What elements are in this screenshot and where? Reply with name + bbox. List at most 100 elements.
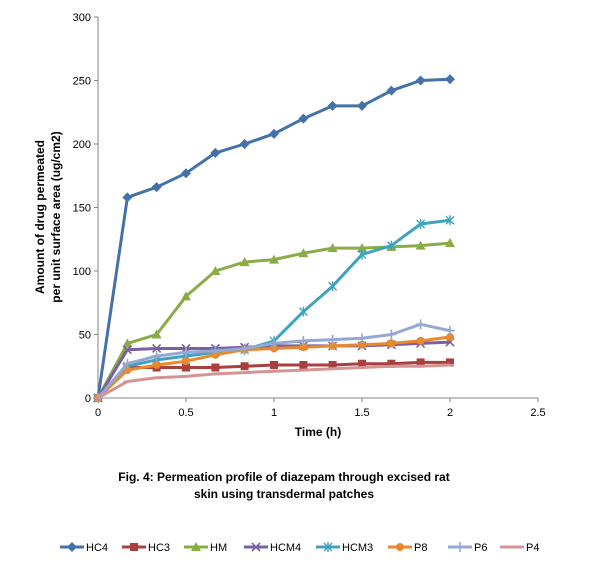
y-axis-title: Amount of drug permeated per unit surfac… <box>33 131 63 302</box>
data-point-hm <box>181 291 191 301</box>
data-point-p8 <box>358 340 366 349</box>
series-group <box>93 74 455 403</box>
legend-marker-hc4 <box>67 542 77 552</box>
figure-caption-line2: skin using transdermal patches <box>194 487 374 501</box>
data-point-p6 <box>445 325 455 336</box>
data-point-hc3 <box>387 359 396 368</box>
x-tick-label: 2.5 <box>530 407 545 419</box>
legend-marker-hcm4 <box>251 542 261 552</box>
legend-item-hcm4: HCM4 <box>244 542 301 554</box>
data-point-hm <box>445 238 455 248</box>
data-point-hm <box>269 254 279 264</box>
x-tick-label: 1 <box>271 407 277 419</box>
data-point-hm <box>327 243 338 253</box>
y-axis-title-line1: Amount of drug permeated <box>33 140 47 294</box>
legend-label: P4 <box>526 542 539 554</box>
data-point-p6 <box>269 338 279 349</box>
data-point-p8 <box>446 333 454 342</box>
legend-item-hcm3: HCM3 <box>316 542 373 554</box>
y-tick-label: 150 <box>73 203 91 215</box>
data-point-hm <box>357 243 367 253</box>
legend-label: P6 <box>474 542 487 554</box>
data-point-hcm4 <box>152 343 162 354</box>
legend-marker-hm <box>191 542 201 551</box>
x-tick-label: 0 <box>95 407 101 419</box>
series-p4 <box>94 363 454 400</box>
legend-item-p6: P6 <box>448 542 487 554</box>
data-point-hm <box>122 338 133 348</box>
data-point-hc4 <box>210 147 221 158</box>
data-point-hc4 <box>122 192 133 203</box>
data-point-hcm3 <box>298 306 308 317</box>
data-point-p8 <box>152 360 161 369</box>
legend-label: HCM4 <box>270 542 301 554</box>
legend-label: HC4 <box>86 542 108 554</box>
data-point-p8 <box>328 341 337 350</box>
data-point-hm <box>239 257 250 267</box>
legend-label: HCM3 <box>342 542 373 554</box>
data-point-p6 <box>239 343 250 354</box>
data-point-hcm3 <box>416 219 426 230</box>
data-point-hm <box>210 266 221 275</box>
x-ticks: 0 0.5 1 1.5 2 2.5 <box>95 398 546 419</box>
y-axis-title-line2: per unit surface area (ug/cm2) <box>49 131 63 302</box>
legend-label: P8 <box>414 542 427 554</box>
data-point-p6 <box>181 347 191 358</box>
series-line-p4 <box>97 363 451 400</box>
y-tick-label: 250 <box>73 76 91 88</box>
legend-item-hm: HM <box>184 542 227 554</box>
data-point-hcm4 <box>122 345 132 355</box>
data-point-hc3 <box>358 359 366 368</box>
legend-marker-hc3 <box>130 543 138 551</box>
data-point-hc4 <box>445 74 455 85</box>
data-point-hc4 <box>151 182 162 193</box>
legend-marker-p8 <box>396 543 404 551</box>
legend-label: HM <box>210 542 227 554</box>
data-point-hc4 <box>357 100 367 111</box>
series-hcm3 <box>93 215 455 403</box>
data-point-hcm3 <box>386 240 396 251</box>
series-line-hm <box>96 241 451 399</box>
data-point-hm <box>298 248 309 258</box>
y-tick-label: 300 <box>73 12 91 24</box>
data-point-p6 <box>210 346 221 357</box>
y-tick-label: 50 <box>79 330 91 342</box>
data-point-p8 <box>299 343 308 352</box>
y-ticks: 0 50 100 150 200 250 300 <box>73 12 98 405</box>
legend-item-hc3: HC3 <box>122 542 170 554</box>
legend-marker-p6 <box>455 542 465 552</box>
y-tick-label: 0 <box>85 393 91 405</box>
data-point-p6 <box>386 329 397 340</box>
data-point-hc3 <box>182 363 190 372</box>
data-point-hcm3 <box>445 215 455 226</box>
x-tick-label: 0.5 <box>178 407 193 419</box>
x-axis-title: Time (h) <box>295 425 341 439</box>
legend-label: HC3 <box>148 542 170 554</box>
data-point-p8 <box>182 357 190 366</box>
data-point-hcm3 <box>328 281 338 292</box>
data-point-hc4 <box>239 139 250 149</box>
data-point-p8 <box>387 339 396 348</box>
data-point-p6 <box>357 333 367 344</box>
legend-item-p8: P8 <box>388 542 427 554</box>
data-point-hc4 <box>327 100 338 111</box>
data-point-hc3 <box>240 362 249 371</box>
data-point-hc3 <box>270 360 278 369</box>
legend-item-p4: P4 <box>500 542 539 554</box>
x-tick-label: 2 <box>447 407 453 419</box>
y-tick-label: 200 <box>73 139 91 151</box>
data-point-hm <box>151 329 162 339</box>
data-point-hcm3 <box>357 249 367 260</box>
data-point-hc3 <box>416 358 425 367</box>
legend-item-hc4: HC4 <box>60 542 108 554</box>
data-point-hc4 <box>298 113 309 124</box>
data-point-hc4 <box>415 75 426 86</box>
legend: HC4 HC3 HM HCM4 HCM3 P8 P6 P4 <box>60 542 539 554</box>
data-point-hc3 <box>299 360 308 369</box>
data-point-hc3 <box>446 358 454 367</box>
legend-marker-hcm3 <box>323 542 333 552</box>
data-point-hc4 <box>386 85 397 96</box>
data-point-p8 <box>270 344 278 353</box>
data-point-hc3 <box>211 363 220 372</box>
